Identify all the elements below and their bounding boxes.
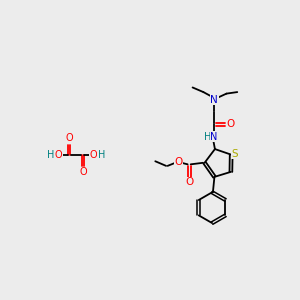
Text: H: H [47, 150, 54, 160]
Text: O: O [55, 150, 62, 160]
Text: H: H [98, 150, 105, 160]
Text: N: N [210, 95, 218, 105]
Text: O: O [90, 150, 98, 160]
Text: S: S [232, 149, 238, 159]
Text: O: O [65, 134, 73, 143]
Text: O: O [185, 177, 193, 187]
Text: O: O [226, 119, 234, 129]
Text: O: O [79, 167, 87, 177]
Text: H: H [203, 132, 211, 142]
Text: N: N [211, 132, 218, 142]
Text: O: O [174, 157, 182, 167]
